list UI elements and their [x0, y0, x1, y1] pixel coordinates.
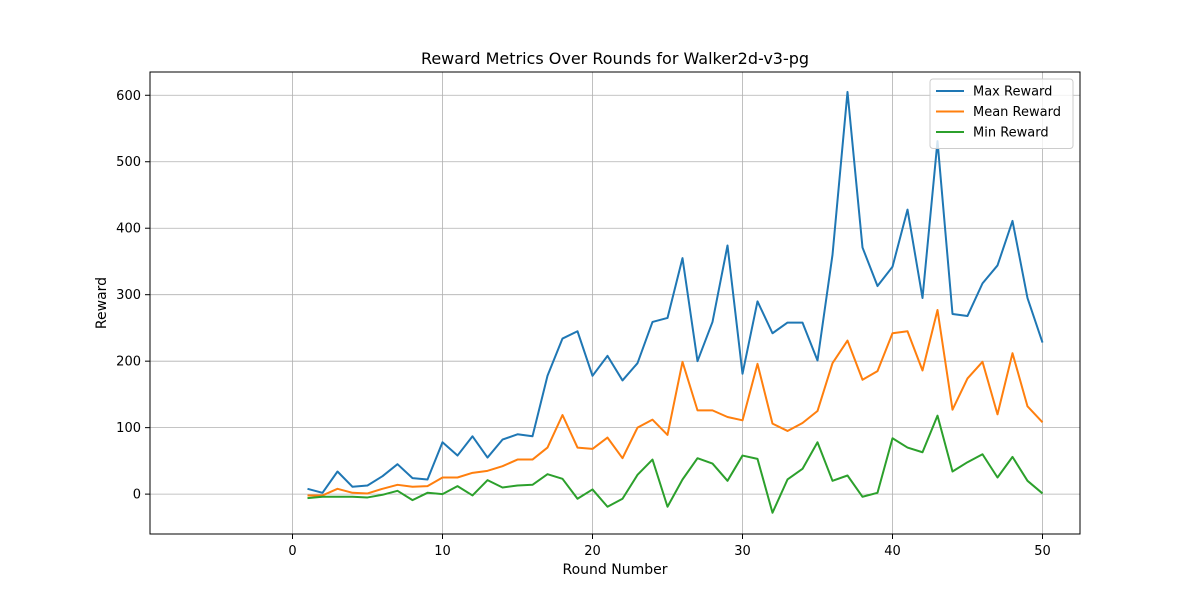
series-line-max-reward [307, 90, 1044, 494]
y-tick-label: 300 [116, 288, 141, 303]
legend: Max Reward Mean Reward Min Reward [929, 78, 1074, 149]
y-tick-label: 600 [116, 89, 141, 104]
x-tick-label: 10 [434, 544, 451, 559]
plot-frame [149, 71, 1081, 535]
series-line-min-reward [307, 414, 1044, 514]
series-line-mean-reward [307, 308, 1044, 497]
y-tick-label: 500 [116, 155, 141, 170]
y-tick-label: 0 [133, 488, 141, 503]
legend-label: Min Reward [973, 126, 1049, 141]
x-tick-label: 20 [584, 544, 601, 559]
grid [150, 72, 1080, 534]
x-tick-label: 50 [1034, 544, 1051, 559]
y-tick-label: 200 [116, 355, 141, 370]
y-tick-label: 100 [116, 421, 141, 436]
y-axis-label: Reward [94, 277, 110, 329]
series-lines [307, 90, 1044, 514]
x-tick-label: 40 [884, 544, 901, 559]
x-tick-label: 30 [734, 544, 751, 559]
y-tick-label: 400 [116, 222, 141, 237]
x-axis-label: Round Number [563, 562, 668, 578]
legend-label: Mean Reward [973, 105, 1061, 120]
legend-label: Max Reward [973, 85, 1052, 100]
chart-title: Reward Metrics Over Rounds for Walker2d-… [421, 49, 809, 68]
legend-box [929, 78, 1074, 149]
x-tick-label: 0 [288, 544, 296, 559]
